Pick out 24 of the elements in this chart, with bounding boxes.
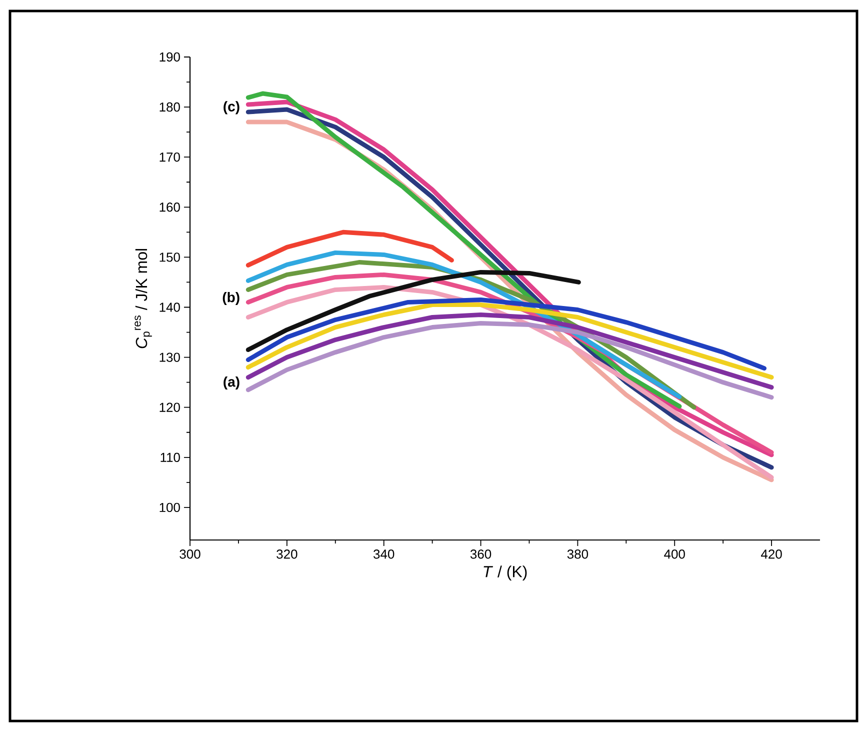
- y-tick-label: 140: [160, 302, 180, 312]
- annotation: (c): [224, 101, 240, 114]
- y-tick-label: 150: [160, 252, 180, 262]
- line-series: [246, 270, 581, 352]
- y-tick-label: 130: [160, 352, 180, 362]
- x-tick-label: 300: [180, 550, 200, 559]
- y-tick-label: 190: [160, 52, 180, 62]
- x-tick-label: 380: [567, 550, 588, 559]
- annotation: (a): [224, 376, 240, 390]
- x-tick-label: 400: [664, 550, 685, 559]
- y-tick-label: 170: [160, 152, 180, 162]
- y-tick-label: 180: [160, 102, 180, 112]
- x-axis-title: T / (K): [484, 566, 527, 580]
- x-tick-label: 340: [374, 550, 394, 559]
- y-tick-label: 160: [160, 202, 180, 212]
- line-series: [246, 230, 454, 268]
- y-tick-label: 100: [160, 502, 180, 512]
- y-tick-label: 120: [160, 402, 180, 412]
- annotation: (b): [222, 292, 240, 306]
- y-axis-title: C$_{p}$$^{res}$ / J/K mol: [134, 249, 152, 348]
- x-tick-label: 420: [760, 550, 782, 559]
- x-tick-label: 320: [276, 550, 298, 559]
- y-tick-label: 110: [160, 452, 180, 462]
- x-tick-label: 360: [470, 550, 492, 559]
